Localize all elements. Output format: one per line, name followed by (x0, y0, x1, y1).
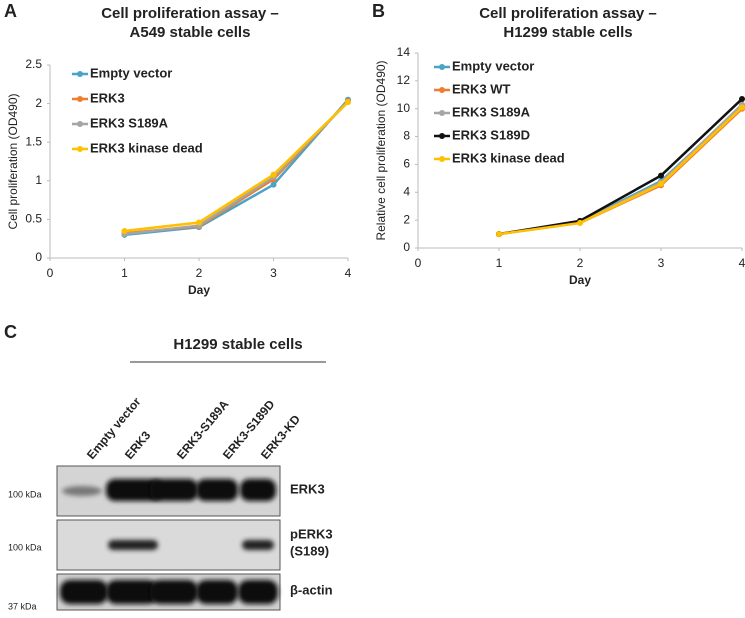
legend-swatch (439, 64, 445, 70)
data-point (270, 181, 277, 188)
row-label: (S189) (290, 543, 329, 558)
size-marker: 100 kDa (8, 542, 42, 552)
y-tick-label: 14 (397, 45, 411, 59)
chart-subtitle: A549 stable cells (130, 24, 251, 41)
y-tick-label: 1.5 (25, 134, 42, 148)
y-axis-label: Relative cell proliferation (OD490) (374, 60, 388, 240)
data-point (577, 219, 583, 226)
legend-label: Empty vector (90, 65, 172, 80)
data-point (658, 172, 664, 179)
y-tick-label: 2.5 (25, 57, 42, 71)
legend-swatch (77, 146, 83, 152)
legend-label: Empty vector (452, 58, 534, 73)
series-line (498, 107, 743, 236)
y-tick-label: 8 (403, 129, 410, 143)
y-tick-label: 2 (35, 96, 42, 110)
legend-swatch (439, 156, 445, 162)
legend-swatch (439, 133, 445, 139)
series-line (124, 101, 349, 233)
legend-swatch (77, 121, 83, 127)
data-point (739, 95, 745, 102)
panel-label: C (4, 322, 17, 342)
size-marker: 100 kDa (8, 489, 42, 499)
blot-strip (56, 465, 281, 517)
legend-label: ERK3 (90, 90, 125, 105)
x-tick-label: 1 (496, 256, 503, 270)
x-axis-label: Day (188, 283, 210, 297)
x-tick-label: 1 (121, 266, 128, 280)
panel-label: B (372, 1, 385, 21)
y-axis-label: Cell proliferation (OD490) (6, 93, 20, 229)
legend-label: ERK3 WT (452, 81, 511, 96)
blot-title: H1299 stable cells (173, 336, 302, 353)
y-tick-label: 0.5 (25, 212, 42, 226)
row-label: β-actin (290, 582, 333, 597)
y-tick-label: 0 (35, 250, 42, 264)
y-tick-label: 4 (403, 184, 410, 198)
x-tick-label: 3 (658, 256, 665, 270)
legend-label: ERK3 S189D (452, 127, 530, 142)
data-point (196, 219, 202, 226)
series-line (498, 106, 743, 236)
x-tick-label: 0 (415, 256, 422, 270)
y-tick-label: 0 (403, 240, 410, 254)
size-marker: 37 kDa (8, 601, 37, 611)
x-tick-label: 3 (270, 266, 277, 280)
blot-strip (56, 519, 281, 571)
blot-strip (56, 573, 281, 611)
data-point (496, 231, 502, 238)
panel-label: A (4, 1, 17, 21)
y-tick-label: 1 (35, 173, 42, 187)
series-line (498, 103, 743, 236)
chart-subtitle: H1299 stable cells (503, 24, 632, 41)
data-point (658, 180, 664, 187)
y-tick-label: 10 (397, 101, 411, 115)
data-point (270, 171, 277, 178)
chart-title: Cell proliferation assay – (479, 5, 657, 22)
x-tick-label: 4 (345, 266, 352, 280)
y-tick-label: 6 (403, 157, 410, 171)
series-line (498, 98, 743, 236)
data-point (345, 99, 351, 106)
series-line (498, 105, 743, 236)
legend-swatch (439, 87, 445, 93)
x-tick-label: 2 (196, 266, 203, 280)
x-tick-label: 0 (47, 266, 54, 280)
row-label: pERK3 (290, 526, 333, 541)
legend-swatch (77, 96, 83, 102)
lane-label: ERK3 (122, 428, 154, 462)
legend-label: ERK3 S189A (90, 115, 169, 130)
y-tick-label: 2 (403, 212, 410, 226)
legend-swatch (77, 71, 83, 77)
data-point (739, 104, 745, 111)
chart-title: Cell proliferation assay – (101, 5, 279, 22)
row-label: ERK3 (290, 481, 325, 496)
data-point (121, 227, 128, 234)
legend-label: ERK3 kinase dead (452, 150, 565, 165)
x-tick-label: 2 (577, 256, 584, 270)
y-tick-label: 12 (397, 73, 411, 87)
x-axis-label: Day (569, 273, 591, 287)
legend-swatch (439, 110, 445, 116)
legend-label: ERK3 kinase dead (90, 140, 203, 155)
legend-label: ERK3 S189A (452, 104, 531, 119)
x-tick-label: 4 (739, 256, 745, 270)
